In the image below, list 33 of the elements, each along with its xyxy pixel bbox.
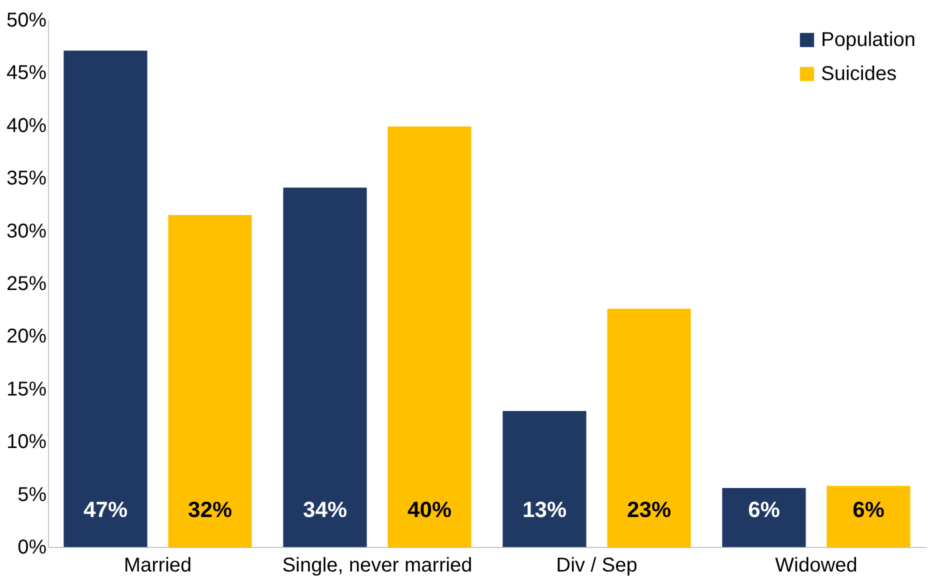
y-tick-label: 40% <box>6 114 47 137</box>
data-label: 34% <box>302 497 348 522</box>
bar <box>826 486 910 547</box>
data-label: 6% <box>852 497 884 522</box>
y-tick-label: 35% <box>6 168 47 190</box>
bar <box>64 50 148 547</box>
y-tick-label: 15% <box>6 378 47 400</box>
data-label: 13% <box>522 497 567 522</box>
data-label: 32% <box>188 497 232 522</box>
bar <box>283 188 367 547</box>
data-label: 23% <box>626 497 672 522</box>
bar <box>388 126 472 547</box>
bar <box>168 214 252 547</box>
y-tick-label: 0% <box>18 536 47 558</box>
legend-label: Suicides <box>821 63 897 85</box>
data-label: 47% <box>83 497 128 522</box>
data-label: 40% <box>407 497 452 522</box>
bar <box>722 488 806 547</box>
y-tick-label: 50% <box>6 10 47 32</box>
data-label: 6% <box>748 497 780 522</box>
x-tick-label: Married <box>124 554 192 576</box>
legend-label: Population <box>821 29 916 51</box>
bar <box>607 308 691 547</box>
x-tick-label: Single, never married <box>282 554 472 576</box>
y-tick-label: 10% <box>6 431 47 454</box>
x-tick-label: Widowed <box>775 554 858 576</box>
y-tick-label: 25% <box>6 273 47 295</box>
y-tick-label: 5% <box>18 484 47 506</box>
y-tick-label: 45% <box>6 62 47 84</box>
x-tick-label: Div / Sep <box>556 554 638 576</box>
y-tick-label: 20% <box>6 326 47 348</box>
bar <box>502 411 586 547</box>
y-tick-label: 30% <box>6 220 47 242</box>
